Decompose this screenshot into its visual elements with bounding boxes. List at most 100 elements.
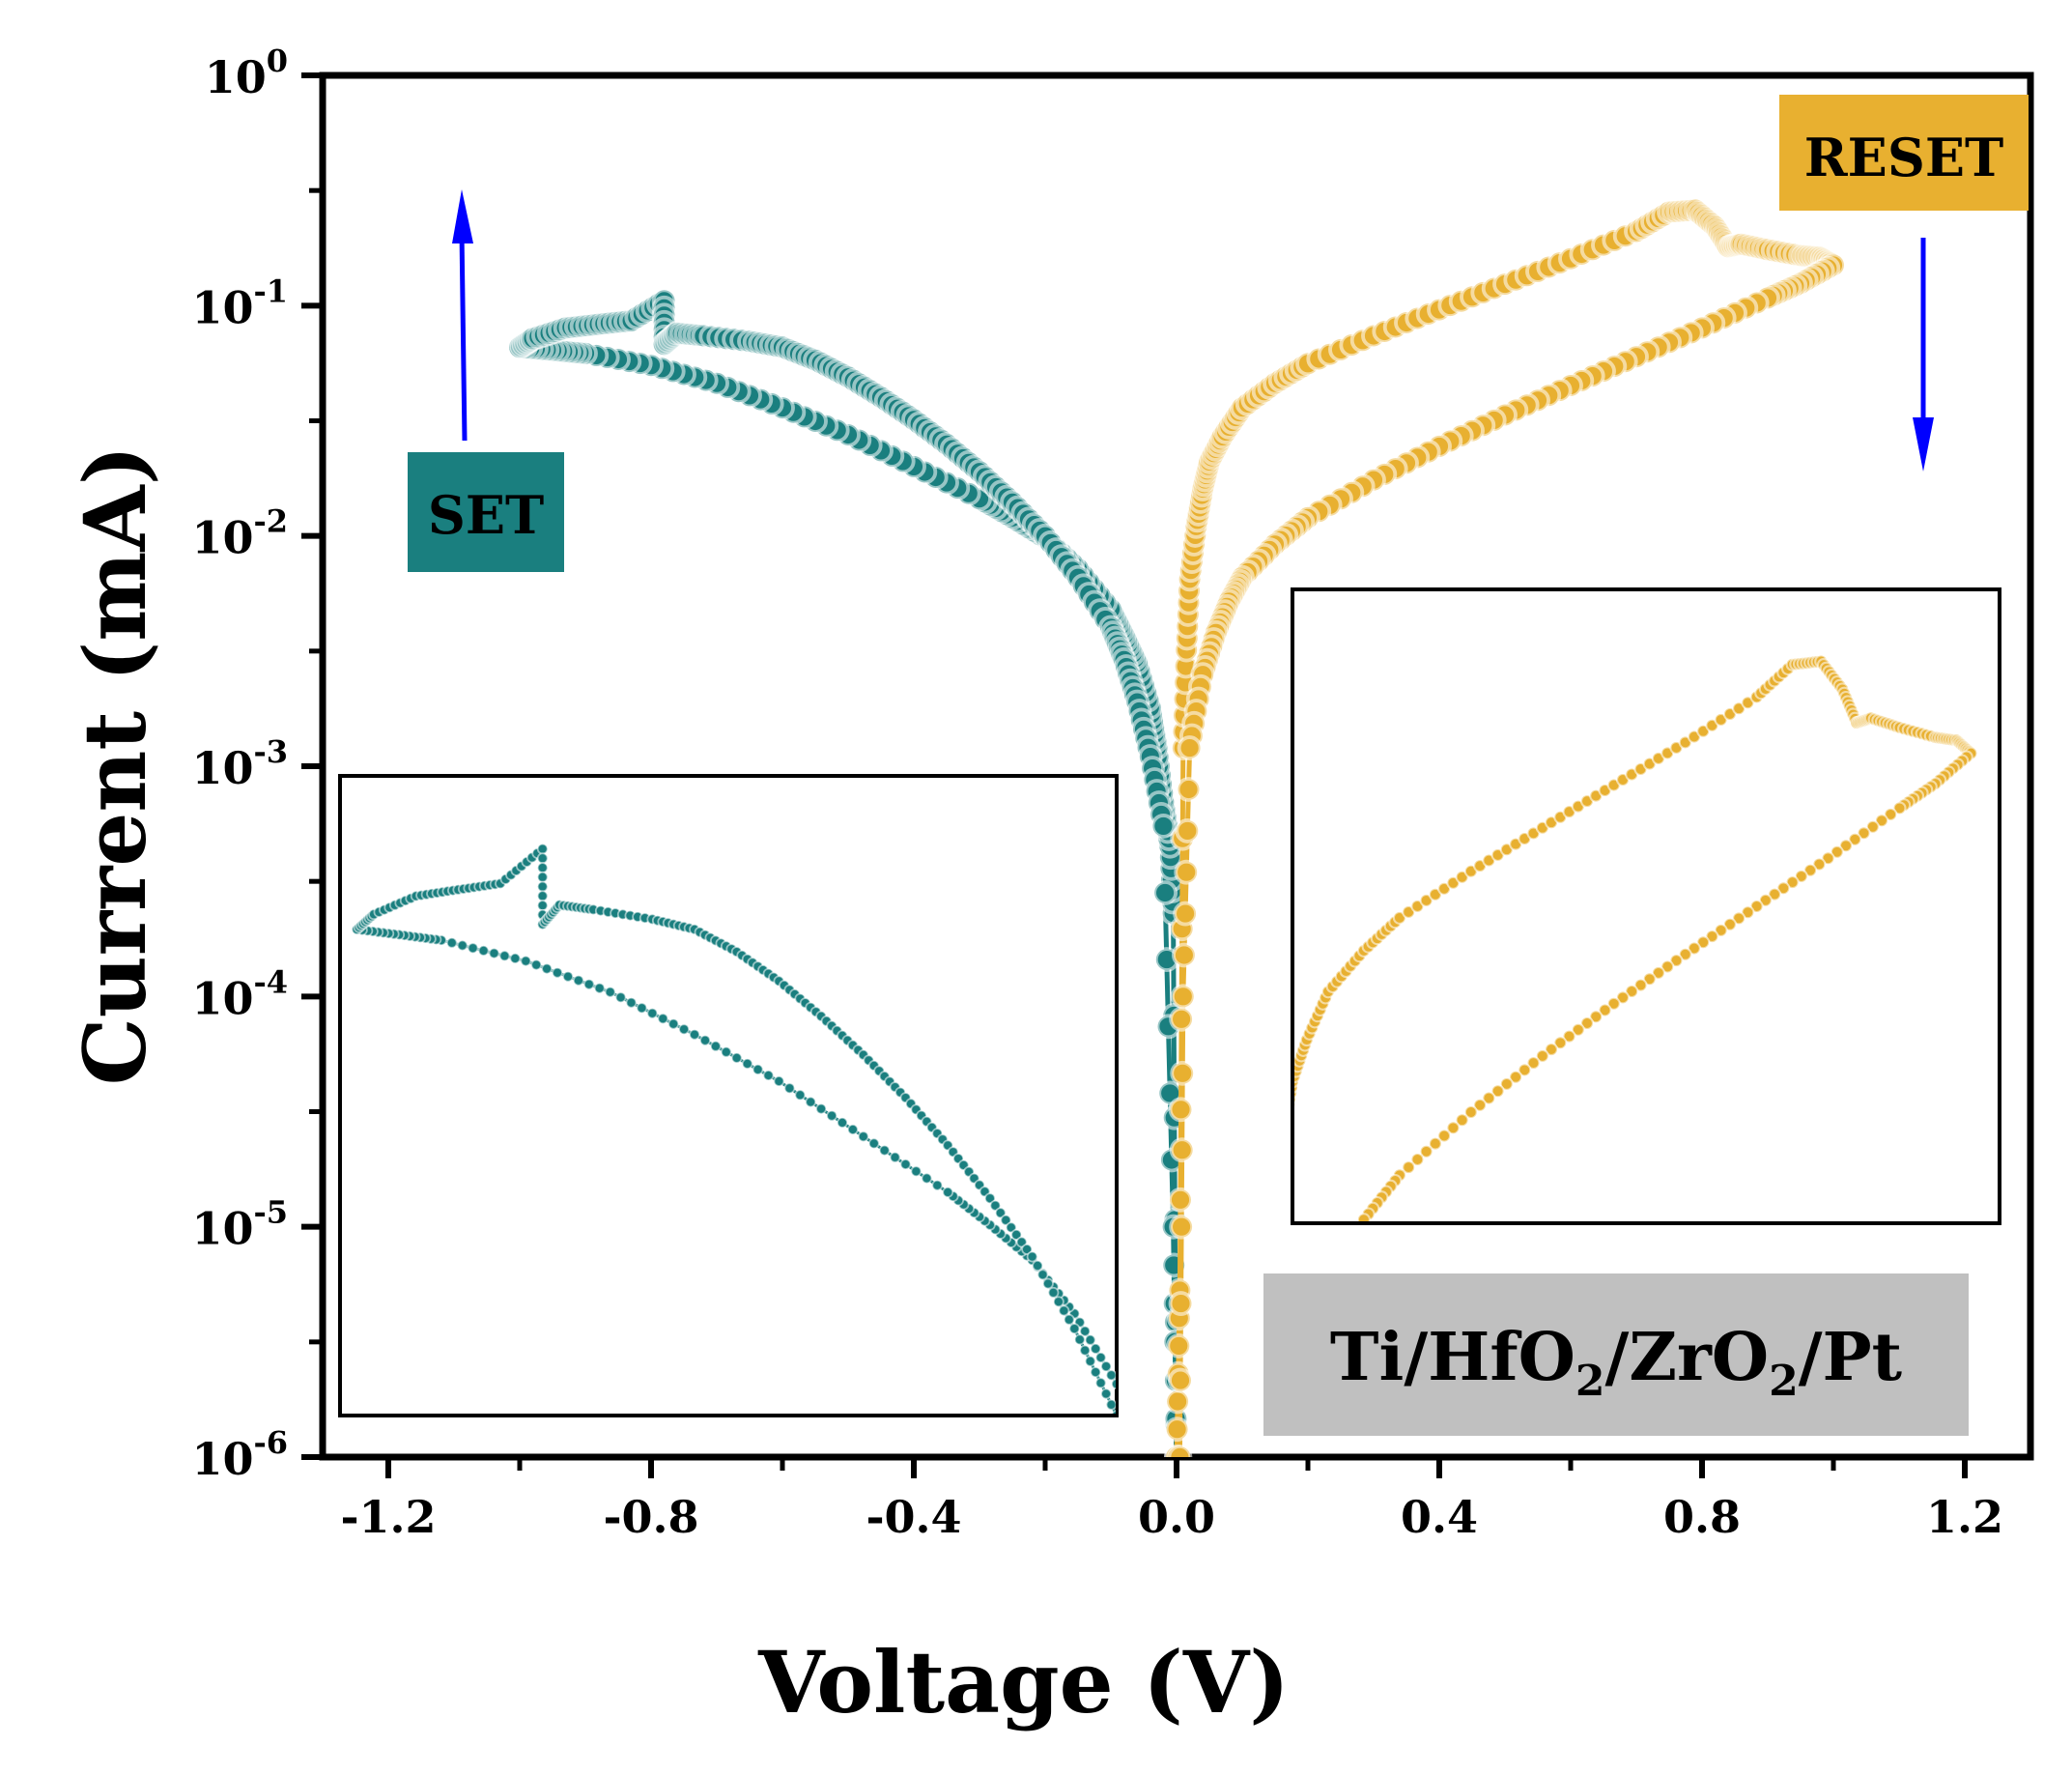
set-inset-frame	[338, 774, 1119, 1417]
data-point	[1063, 1313, 1075, 1326]
data-point	[604, 986, 616, 998]
data-point	[1111, 1378, 1116, 1390]
data-point	[847, 1124, 859, 1135]
data-point	[1053, 1296, 1064, 1308]
data-point	[1047, 1286, 1060, 1299]
data-point	[1273, 1176, 1285, 1187]
data-point	[1598, 1003, 1612, 1017]
data-point	[1615, 990, 1631, 1005]
data-point	[1165, 1388, 1191, 1415]
data-point	[689, 1028, 700, 1041]
data-point	[1036, 1269, 1049, 1281]
data-point	[1094, 1352, 1107, 1363]
data-point	[536, 871, 549, 883]
data-point	[1356, 1213, 1371, 1221]
data-point	[582, 978, 595, 990]
data-point	[667, 1017, 680, 1030]
data-point	[541, 962, 553, 975]
data-point	[826, 1109, 837, 1122]
data-point	[509, 953, 522, 964]
data-point	[837, 1117, 848, 1129]
data-point	[1068, 1323, 1081, 1334]
data-point	[1173, 901, 1199, 927]
data-point	[1100, 1360, 1112, 1372]
y-tick-label: 10-6	[191, 1424, 288, 1485]
reset-arrow-icon	[1913, 417, 1934, 472]
data-point	[794, 1089, 807, 1102]
x-axis-title: Voltage (V)	[757, 1632, 1290, 1732]
data-point	[536, 890, 549, 902]
data-point	[1589, 1010, 1604, 1024]
data-point	[1164, 1416, 1190, 1443]
data-point	[878, 1144, 891, 1157]
data-point	[477, 945, 490, 957]
data-point	[1651, 965, 1665, 980]
data-point	[1579, 1016, 1595, 1031]
data-point	[1176, 777, 1202, 802]
x-tick-label: 0.8	[1663, 1491, 1741, 1543]
data-point	[1544, 1043, 1559, 1057]
data-point	[1499, 1076, 1514, 1091]
data-point	[1170, 1060, 1196, 1086]
data-point	[1171, 942, 1197, 968]
data-point	[1606, 996, 1621, 1011]
data-point	[1857, 826, 1871, 841]
data-point	[1010, 1229, 1023, 1241]
data-point	[942, 1187, 954, 1198]
data-point	[1571, 1022, 1585, 1037]
data-point	[1175, 817, 1201, 844]
data-point	[762, 1070, 775, 1081]
data-point	[752, 1064, 764, 1075]
data-point	[1281, 1116, 1292, 1128]
data-point	[1279, 1130, 1291, 1141]
data-point	[1518, 1063, 1532, 1077]
data-point	[1073, 1333, 1086, 1346]
data-point	[773, 1075, 785, 1087]
data-point	[1402, 1160, 1416, 1175]
y-axis-ticks: 100 10-1 10-2 10-3 10-4 10-5 10-6	[191, 43, 323, 1485]
x-axis-ticks: -1.2 -0.8 -0.4 0.0 0.4 0.8 1.2	[340, 1457, 2003, 1543]
x-tick-label: -1.2	[340, 1491, 436, 1543]
data-point	[1848, 832, 1862, 846]
data-point	[1026, 1250, 1038, 1263]
data-point	[636, 1002, 648, 1015]
data-point	[573, 974, 584, 987]
data-point	[910, 1165, 922, 1178]
reset-inset-frame	[1291, 587, 2001, 1225]
data-point	[1170, 984, 1196, 1010]
data-point	[1419, 1144, 1433, 1159]
data-point	[1058, 1304, 1070, 1317]
data-point	[536, 862, 549, 873]
data-point	[1168, 1187, 1193, 1213]
data-point	[1278, 1137, 1290, 1149]
data-point	[931, 1179, 944, 1191]
x-tick-label: 0.0	[1138, 1491, 1215, 1543]
data-point	[536, 843, 549, 855]
data-point	[815, 1102, 827, 1115]
data-point	[1625, 984, 1639, 999]
y-tick-label: 10-1	[191, 272, 288, 333]
data-point	[467, 942, 479, 955]
reset-label: RESET	[1804, 127, 2003, 188]
data-point	[1000, 1214, 1012, 1226]
data-point	[1166, 1332, 1192, 1359]
data-point	[1428, 1136, 1442, 1151]
y-tick-label: 10-3	[191, 733, 288, 794]
data-point	[899, 1159, 912, 1170]
data-point	[1482, 1091, 1496, 1105]
data-point	[1276, 1153, 1288, 1164]
data-point	[520, 955, 532, 967]
data-point	[1874, 814, 1889, 828]
data-point	[562, 970, 574, 983]
data-point	[1490, 1084, 1505, 1099]
device-structure-label: Ti/HfO2/ZrO2/Pt	[1330, 1319, 1903, 1406]
data-point	[1167, 1445, 1193, 1457]
y-tick-label: 100	[205, 43, 288, 103]
data-point	[1275, 1160, 1287, 1172]
data-point	[1100, 1388, 1112, 1400]
data-point	[1094, 1377, 1107, 1389]
reset-inset-series	[1273, 654, 1978, 1221]
data-point	[1079, 1344, 1092, 1357]
data-point	[1274, 1168, 1286, 1180]
data-point	[1892, 801, 1907, 815]
